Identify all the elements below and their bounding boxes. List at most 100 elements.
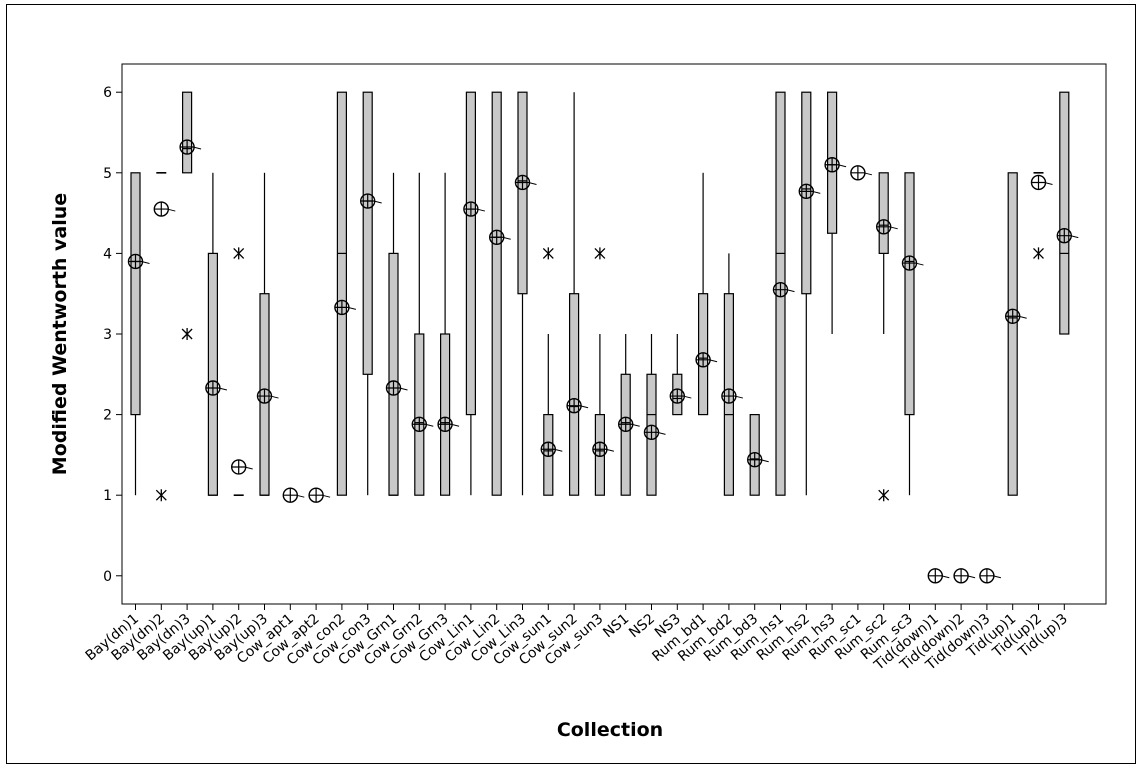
mean-connector bbox=[399, 387, 408, 391]
box-iqr bbox=[568, 293, 580, 496]
mean-connector bbox=[966, 575, 976, 579]
mean-crosshair bbox=[644, 425, 659, 440]
mean-connector bbox=[837, 164, 847, 168]
mean-crosshair bbox=[799, 184, 814, 199]
outlier-marker bbox=[233, 247, 245, 260]
y-tick-label: 0 bbox=[103, 569, 112, 585]
mean-crosshair bbox=[567, 398, 582, 413]
x-tick-label: NS2 bbox=[626, 611, 658, 641]
mean-crosshair bbox=[747, 452, 762, 467]
mean-connector bbox=[708, 359, 718, 363]
mean-crosshair bbox=[541, 442, 556, 457]
mean-crosshair bbox=[696, 352, 711, 367]
mean-connector bbox=[1018, 315, 1027, 319]
y-tick-label: 2 bbox=[103, 408, 112, 424]
y-tick-label: 4 bbox=[103, 246, 112, 262]
y-tick-label: 1 bbox=[103, 488, 112, 504]
box-iqr bbox=[362, 91, 373, 375]
mean-connector bbox=[450, 423, 460, 427]
box-iqr bbox=[1059, 91, 1070, 335]
mean-crosshair bbox=[1005, 309, 1020, 324]
mean-connector bbox=[605, 448, 615, 452]
mean-crosshair bbox=[283, 488, 298, 503]
mean-crosshair bbox=[876, 219, 891, 234]
mean-connector bbox=[347, 306, 357, 310]
outlier-marker bbox=[155, 489, 167, 502]
x-tick-label: NS1 bbox=[600, 611, 632, 641]
box-iqr bbox=[182, 91, 193, 174]
box-iqr bbox=[130, 172, 141, 416]
mean-crosshair bbox=[309, 488, 324, 503]
mean-crosshair bbox=[180, 140, 195, 155]
y-tick-label: 5 bbox=[103, 166, 112, 182]
mean-crosshair bbox=[1031, 175, 1046, 190]
mean-crosshair bbox=[670, 389, 685, 404]
box-iqr bbox=[517, 91, 528, 295]
mean-crosshair bbox=[360, 194, 375, 209]
mean-connector bbox=[218, 387, 228, 391]
mean-crosshair bbox=[463, 202, 478, 217]
mean-crosshair bbox=[850, 165, 865, 180]
box-iqr bbox=[491, 91, 502, 496]
mean-connector bbox=[657, 431, 666, 435]
mean-connector bbox=[476, 208, 486, 212]
y-tick-label: 6 bbox=[103, 85, 112, 101]
box-iqr bbox=[620, 373, 631, 496]
mean-connector bbox=[579, 405, 589, 409]
mean-crosshair bbox=[231, 459, 246, 474]
outlier-marker bbox=[1033, 247, 1044, 260]
mean-crosshair bbox=[438, 417, 453, 432]
y-axis: 0 1 2 3 4 5 6 bbox=[103, 85, 122, 585]
mean-crosshair bbox=[334, 300, 349, 315]
box-iqr bbox=[465, 91, 476, 416]
mean-connector bbox=[683, 395, 692, 399]
mean-crosshair bbox=[902, 256, 917, 271]
box-iqr bbox=[388, 252, 399, 496]
mean-connector bbox=[321, 494, 331, 498]
mean-connector bbox=[270, 395, 279, 399]
box-iqr bbox=[904, 172, 915, 416]
mean-crosshair bbox=[205, 381, 220, 395]
outlier-marker bbox=[542, 247, 554, 260]
mean-connector bbox=[734, 395, 744, 399]
mean-crosshair bbox=[128, 254, 143, 269]
mean-connector bbox=[941, 575, 950, 579]
mean-crosshair bbox=[773, 282, 788, 297]
mean-crosshair bbox=[515, 175, 530, 190]
boxes bbox=[127, 91, 1079, 584]
box-iqr bbox=[878, 172, 889, 255]
x-axis: Bay(dn)1Bay(dn)2Bay(dn)3Bay(up)1Bay(up)2… bbox=[83, 604, 1071, 674]
mean-crosshair bbox=[592, 442, 607, 457]
mean-connector bbox=[863, 172, 873, 176]
mean-crosshair bbox=[928, 568, 943, 583]
box-iqr bbox=[1007, 172, 1018, 496]
mean-connector bbox=[760, 459, 769, 463]
mean-connector bbox=[296, 494, 305, 498]
mean-crosshair bbox=[412, 417, 427, 432]
mean-connector bbox=[141, 260, 150, 264]
mean-connector bbox=[631, 423, 640, 427]
mean-connector bbox=[502, 236, 511, 240]
mean-crosshair bbox=[257, 389, 272, 404]
mean-connector bbox=[528, 181, 537, 185]
mean-crosshair bbox=[154, 202, 169, 217]
mean-connector bbox=[192, 146, 202, 150]
mean-crosshair bbox=[1057, 228, 1072, 243]
box-iqr bbox=[207, 252, 218, 496]
y-axis-title: Modified Wentworth value bbox=[49, 193, 71, 475]
mean-crosshair bbox=[954, 568, 969, 583]
mean-crosshair bbox=[979, 568, 994, 583]
mean-connector bbox=[373, 200, 382, 204]
mean-connector bbox=[167, 208, 176, 212]
x-axis-title: Collection bbox=[557, 719, 663, 741]
mean-crosshair bbox=[721, 389, 736, 404]
mean-connector bbox=[889, 226, 898, 230]
box-iqr bbox=[440, 333, 451, 496]
mean-connector bbox=[244, 466, 253, 470]
box-iqr bbox=[414, 333, 425, 496]
outlier-marker bbox=[878, 489, 890, 502]
mean-connector bbox=[786, 289, 795, 293]
outlier-marker bbox=[181, 328, 193, 340]
mean-connector bbox=[915, 262, 924, 266]
